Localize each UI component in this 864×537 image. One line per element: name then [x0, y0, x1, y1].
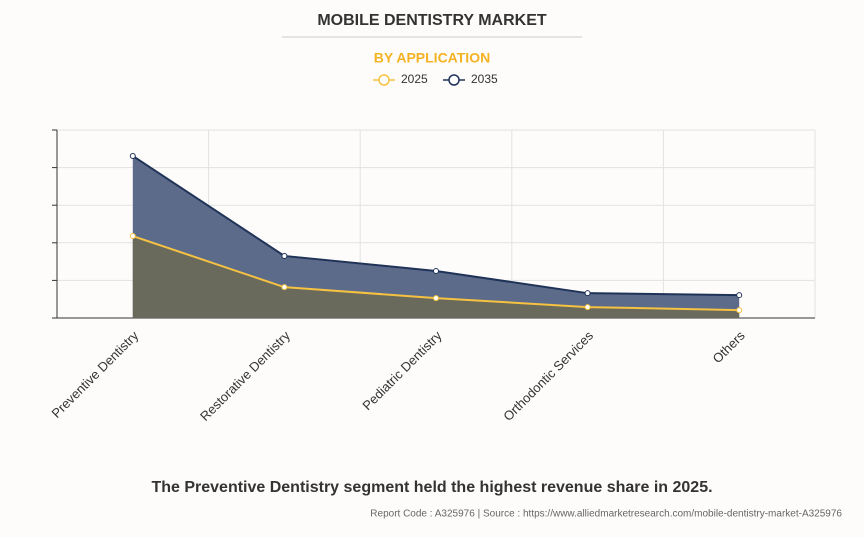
x-tick-label: Orthodontic Services	[500, 328, 596, 424]
point	[129, 233, 136, 240]
x-tick-label: Restorative Dentistry	[197, 328, 293, 424]
point	[281, 252, 288, 259]
legend-label: 2035	[471, 72, 498, 86]
source: Report Code : A325976 | Source : https:/…	[370, 509, 842, 520]
x-tick-label: Others	[710, 328, 749, 367]
point	[736, 292, 743, 299]
point	[433, 295, 439, 302]
legend-marker	[378, 74, 390, 86]
point	[736, 307, 743, 314]
legend-marker	[448, 74, 460, 86]
area-fill	[132, 236, 740, 318]
area-fill	[132, 155, 740, 318]
chart-subtitle: BY APPLICATION	[374, 50, 490, 66]
point	[433, 268, 439, 274]
chart-title: MOBILE DENTISTRY MARKET	[317, 12, 547, 29]
point	[584, 290, 591, 297]
x-tick-label: Pediatric Dentistry	[359, 328, 445, 414]
legend-label: 2025	[401, 72, 428, 86]
point	[584, 304, 591, 311]
caption: The Preventive Dentistry segment held th…	[151, 479, 712, 496]
point	[129, 152, 136, 159]
point	[281, 284, 288, 291]
x-tick-label: Preventive Dentistry	[48, 328, 141, 421]
